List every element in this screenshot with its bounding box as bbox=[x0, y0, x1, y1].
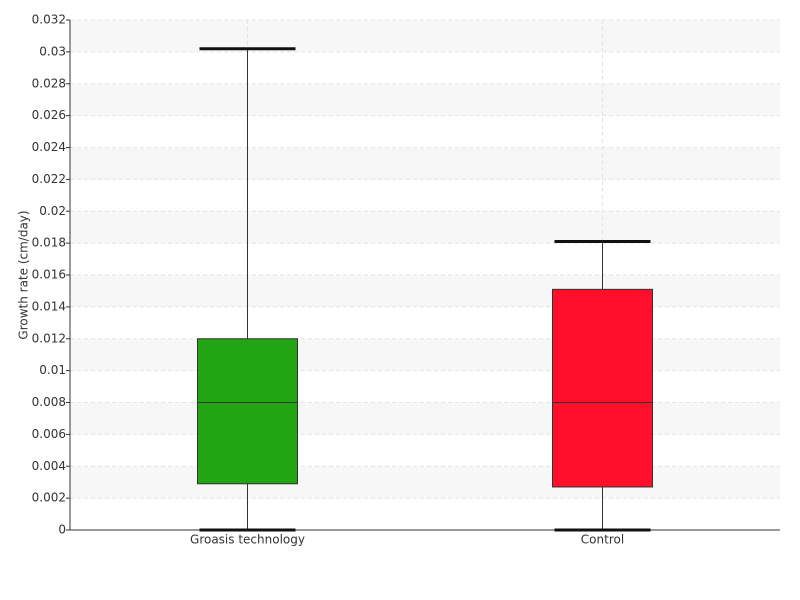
y-tick-label: 0 bbox=[58, 523, 66, 537]
grid-band bbox=[70, 275, 780, 307]
grid-band bbox=[70, 147, 780, 180]
y-tick-label: 0.022 bbox=[32, 172, 66, 186]
y-tick-label: 0.012 bbox=[32, 331, 66, 345]
box bbox=[197, 338, 298, 485]
y-tick-label: 0.008 bbox=[32, 395, 66, 409]
grid-band bbox=[70, 338, 780, 371]
y-tick-label: 0.002 bbox=[32, 491, 66, 505]
grid-band bbox=[70, 211, 780, 244]
grid-band bbox=[70, 466, 780, 499]
y-tick-label: 0.024 bbox=[32, 140, 66, 154]
y-tick-label: 0.028 bbox=[32, 76, 66, 90]
grid-band bbox=[70, 402, 780, 435]
y-tick-label: 0.032 bbox=[32, 13, 66, 27]
x-tick-label: Groasis technology bbox=[190, 533, 305, 547]
y-tick-label: 0.018 bbox=[32, 236, 66, 250]
y-axis-label: Growth rate (cm/day) bbox=[17, 210, 31, 339]
grid-band bbox=[70, 20, 780, 52]
y-tick-label: 0.01 bbox=[39, 363, 66, 377]
y-tick-label: 0.03 bbox=[39, 44, 66, 58]
y-tick-label: 0.016 bbox=[32, 268, 66, 282]
y-tick-label: 0.004 bbox=[32, 459, 66, 473]
y-tick-label: 0.02 bbox=[39, 204, 66, 218]
y-tick-label: 0.014 bbox=[32, 299, 66, 313]
y-tick-label: 0.006 bbox=[32, 427, 66, 441]
x-tick-label: Control bbox=[581, 533, 624, 547]
grid-band bbox=[70, 83, 780, 116]
y-tick-label: 0.026 bbox=[32, 108, 66, 122]
box bbox=[552, 288, 653, 488]
